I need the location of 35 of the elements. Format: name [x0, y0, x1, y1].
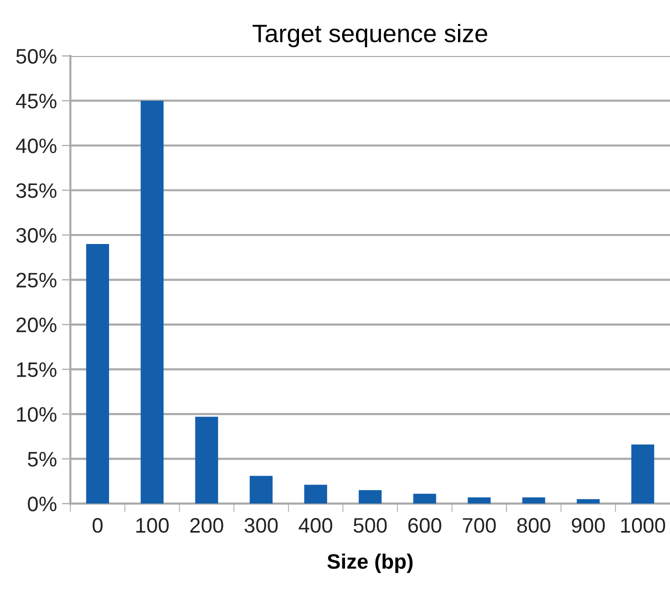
x-tick-label: 500 [354, 518, 387, 533]
y-tick-label: 20% [16, 318, 56, 332]
bar [86, 244, 110, 504]
x-tick-label: 400 [298, 518, 332, 533]
bar [195, 416, 218, 504]
y-tick-label: 10% [17, 407, 56, 422]
x-tick-label: 100 [136, 518, 169, 533]
x-axis-title: Size (bp) [327, 554, 413, 573]
y-tick-label: 45% [16, 94, 56, 108]
y-tick-label: 25% [16, 272, 56, 288]
bar [304, 484, 328, 504]
y-tick-label: 15% [17, 362, 56, 378]
bar [631, 444, 654, 504]
x-tick-label: 800 [517, 518, 550, 533]
y-tick-label: 50% [16, 48, 56, 64]
x-tick-label: 300 [244, 518, 278, 533]
x-tick-label: 600 [408, 518, 442, 533]
y-tick-label: 5% [28, 452, 56, 467]
bar [250, 476, 273, 504]
bar [468, 497, 491, 504]
x-tick-label: 200 [190, 518, 224, 533]
bar [140, 100, 164, 504]
bar [576, 499, 600, 504]
bar [522, 497, 546, 504]
bar [413, 494, 436, 504]
x-tick-label: 1000 [621, 518, 666, 533]
y-tick-label: 40% [16, 138, 56, 154]
y-tick-label: 35% [16, 183, 56, 198]
x-tick-label: 900 [572, 518, 605, 533]
y-tick-label: 0% [28, 496, 56, 512]
y-tick-label: 30% [16, 228, 56, 243]
chart-title: Target sequence size [252, 24, 488, 48]
x-tick-label: 0 [92, 518, 103, 533]
bar [358, 490, 382, 504]
x-tick-label: 700 [462, 518, 496, 533]
